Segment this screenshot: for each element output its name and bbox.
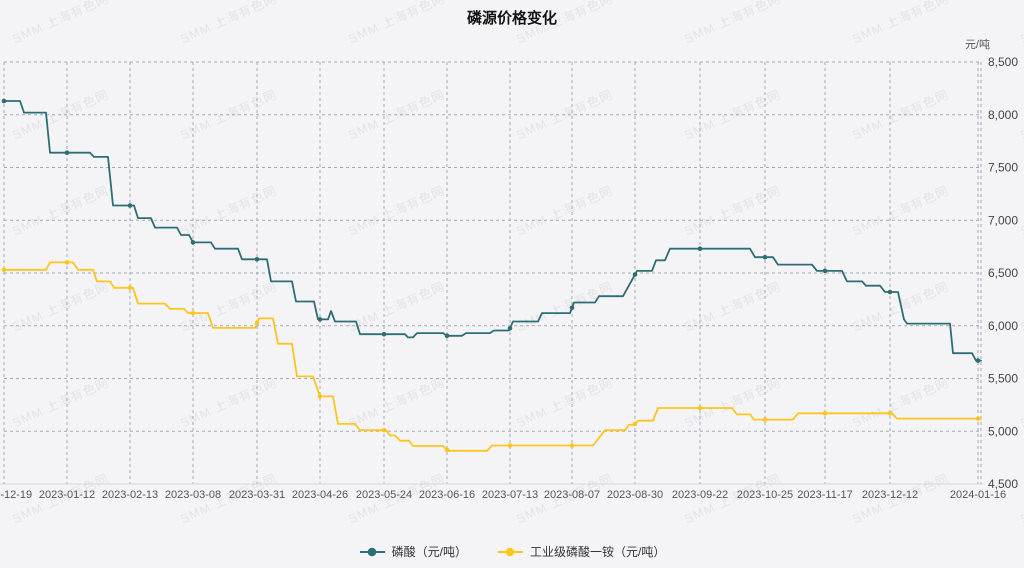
- y-axis-tick-label: 8,000: [988, 108, 1018, 122]
- y-axis-tick-label: 7,000: [988, 213, 1018, 227]
- x-axis-tick-label: 2023-09-22: [672, 489, 728, 501]
- data-point-marker: [1, 98, 7, 104]
- data-point-marker: [822, 411, 828, 416]
- data-point-marker: [697, 246, 703, 251]
- data-point-marker: [975, 416, 981, 421]
- data-point-marker: [632, 421, 638, 427]
- data-point-marker: [822, 268, 828, 274]
- data-point-marker: [507, 443, 513, 448]
- data-point-marker: [1, 267, 7, 273]
- data-point-marker: [254, 257, 260, 262]
- data-point-marker: [444, 333, 450, 339]
- data-point-marker: [569, 443, 575, 448]
- x-axis-tick-label: 2023-07-13: [482, 489, 538, 501]
- data-point-marker: [762, 254, 768, 260]
- data-point-marker: [317, 317, 323, 322]
- data-point-marker: [254, 320, 260, 326]
- legend-line-dot-icon: [359, 547, 385, 556]
- data-point-marker: [887, 289, 893, 295]
- x-axis-tick-label: 2023-06-16: [419, 489, 475, 501]
- x-axis-tick-label: 2022-12-19: [0, 489, 32, 501]
- x-axis-tick-label: 2023-10-25: [737, 489, 793, 501]
- x-axis-tick-label: 2023-05-24: [356, 489, 412, 501]
- x-axis-tick-label: 2023-02-13: [102, 489, 158, 501]
- data-point-marker: [444, 447, 450, 453]
- data-point-marker: [697, 405, 703, 411]
- x-axis-tick-label: 2023-01-12: [39, 489, 95, 501]
- data-point-marker: [64, 150, 70, 155]
- x-axis-tick-label: 2023-12-12: [862, 489, 918, 501]
- data-point-marker: [190, 310, 196, 316]
- x-axis-tick-label: 2023-08-07: [544, 489, 600, 501]
- data-point-marker: [317, 394, 323, 399]
- data-point-marker: [127, 203, 133, 208]
- y-axis-tick-label: 8,500: [988, 55, 1018, 69]
- data-point-marker: [64, 260, 70, 265]
- x-axis-tick-label: 2024-01-16: [950, 489, 1006, 501]
- y-axis-tick-label: 4,500: [988, 477, 1018, 491]
- data-point-marker: [381, 331, 387, 337]
- legend-item-phosphoric-acid[interactable]: 磷酸（元/吨）: [359, 543, 467, 560]
- legend-line-dot-icon: [498, 547, 523, 556]
- x-axis-tick-label: 2023-04-26: [292, 489, 348, 501]
- data-point-marker: [190, 240, 196, 245]
- data-point-marker: [632, 272, 638, 277]
- y-axis-tick-label: 5,000: [988, 424, 1018, 438]
- data-point-marker: [381, 427, 387, 433]
- data-point-marker: [569, 305, 575, 311]
- legend-item-map[interactable]: 工业级磷酸一铵（元/吨）: [497, 543, 665, 560]
- legend: 磷酸（元/吨） 工业级磷酸一铵（元/吨）: [0, 543, 1024, 560]
- y-axis-tick-label: 7,500: [988, 161, 1018, 175]
- data-point-marker: [762, 417, 768, 422]
- x-axis-tick-label: 2023-03-08: [165, 489, 221, 501]
- y-axis-tick-label: 6,000: [988, 319, 1018, 333]
- x-axis-tick-label: 2023-03-31: [229, 489, 285, 501]
- y-axis-tick-label: 5,500: [988, 372, 1018, 386]
- data-point-marker: [507, 326, 513, 331]
- x-axis-tick-label: 2023-08-30: [607, 489, 663, 501]
- data-point-marker: [887, 411, 893, 416]
- y-axis-unit-label: 元/吨: [964, 39, 990, 51]
- series-line-2[interactable]: [3, 261, 982, 452]
- y-axis-tick-label: 6,500: [988, 266, 1018, 280]
- data-point-marker: [127, 285, 133, 291]
- legend-item-label: 工业级磷酸一铵（元/吨）: [530, 545, 666, 559]
- series-line-1[interactable]: [3, 100, 982, 362]
- data-point-marker: [975, 358, 981, 363]
- legend-item-label: 磷酸（元/吨）: [391, 545, 467, 559]
- x-axis-tick-label: 2023-11-17: [797, 489, 852, 501]
- chart-title: 磷源价格变化: [466, 10, 557, 27]
